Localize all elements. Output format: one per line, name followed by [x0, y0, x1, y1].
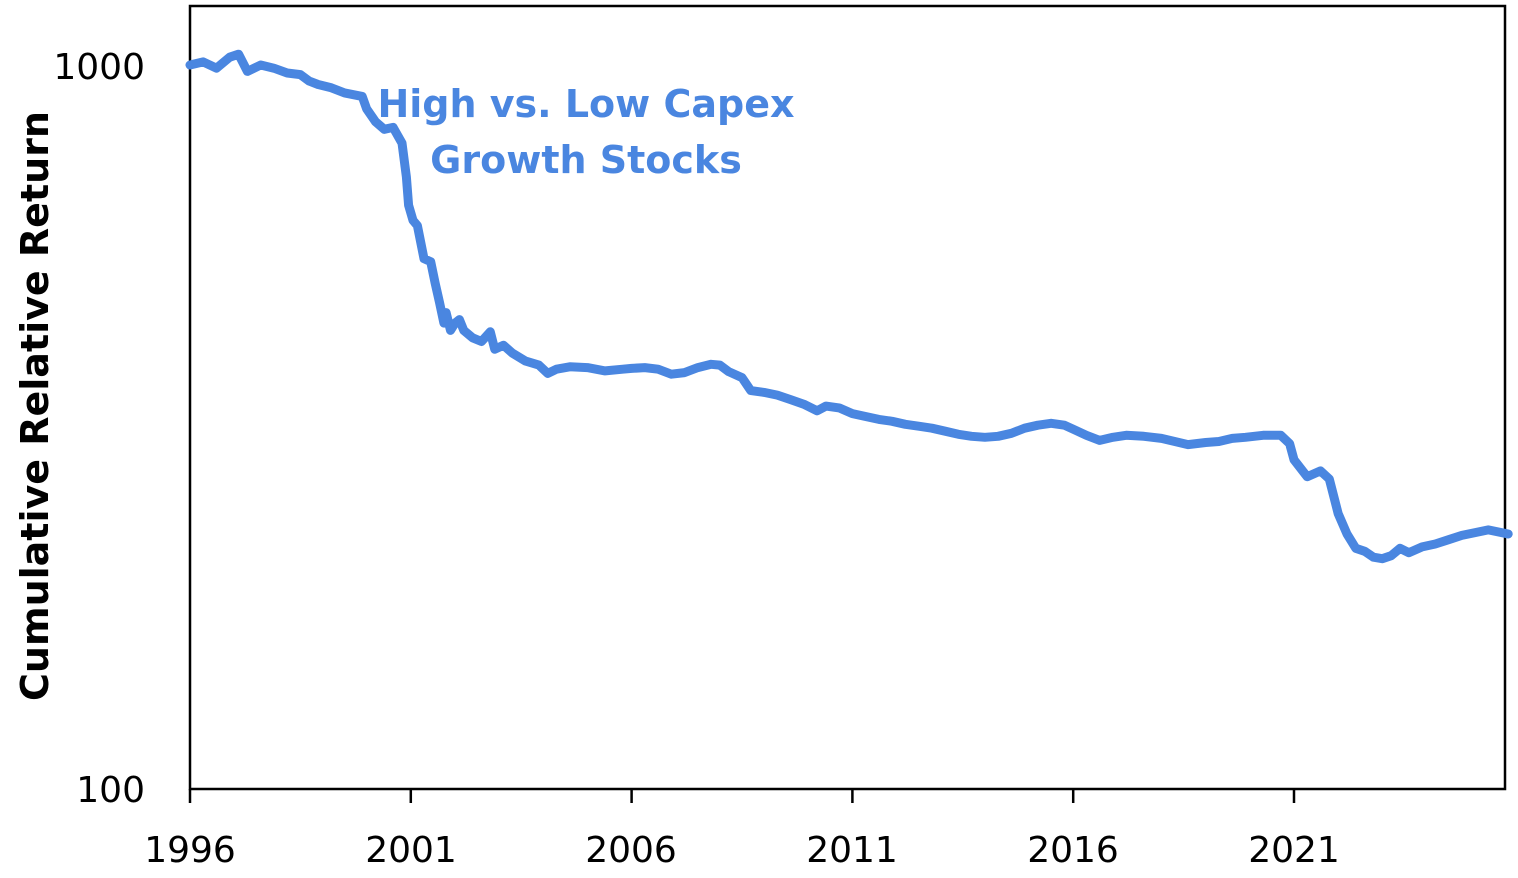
x-tick-label-2001: 2001 [365, 830, 457, 871]
x-tick-label-1996: 1996 [144, 830, 236, 871]
plot-frame [188, 4, 1507, 791]
x-tick-label-2011: 2011 [806, 830, 898, 871]
y-axis-label: Cumulative Relative Return [13, 111, 57, 701]
chart-title-line-2: Growth Stocks [430, 138, 742, 182]
chart-title-line-1: High vs. Low Capex [377, 82, 794, 126]
x-tick-label-2021: 2021 [1248, 830, 1340, 871]
x-tick-label-2016: 2016 [1027, 830, 1119, 871]
x-tick-label-2006: 2006 [585, 830, 677, 871]
x-axis [188, 789, 1296, 803]
y-tick-label-1000: 1000 [53, 47, 145, 88]
y-tick-label-100: 100 [76, 770, 145, 811]
series-line-high-vs-low-capex [185, 49, 1513, 564]
